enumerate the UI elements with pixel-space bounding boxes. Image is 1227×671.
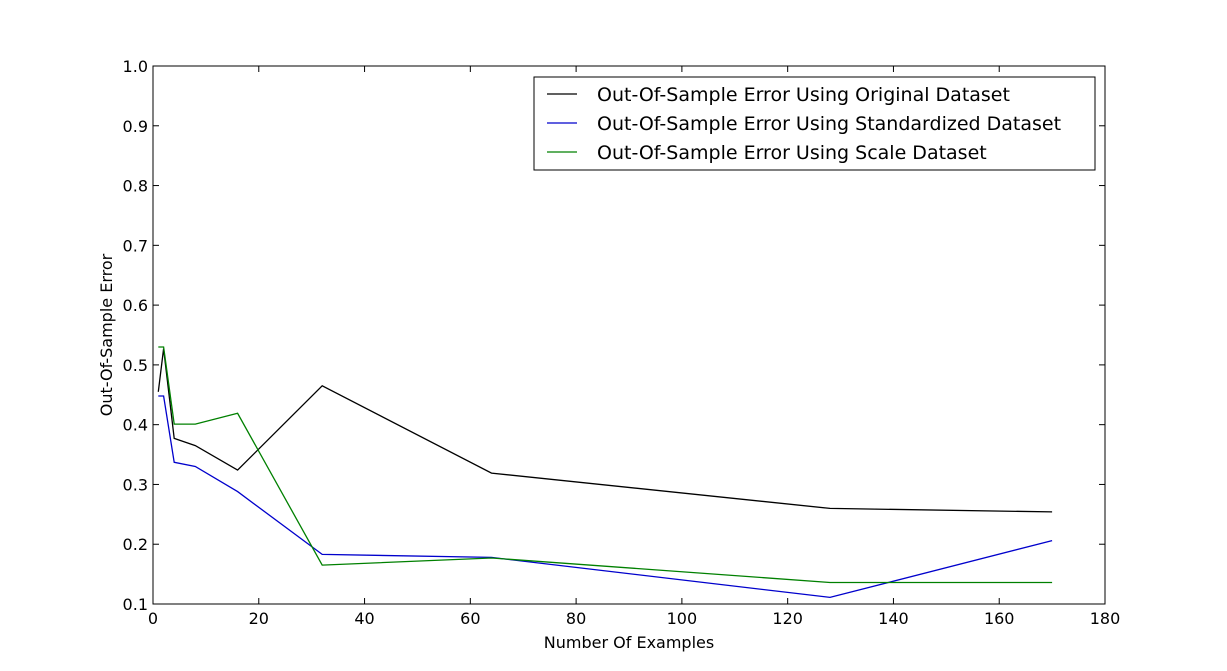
x-tick-label: 140 [878, 609, 909, 628]
x-tick-label: 20 [249, 609, 269, 628]
x-axis-label: Number Of Examples [544, 633, 714, 652]
y-tick-label: 0.1 [123, 595, 148, 614]
legend-label-2: Out-Of-Sample Error Using Standardized D… [597, 113, 1061, 135]
x-tick-label: 120 [772, 609, 803, 628]
y-tick-label: 0.9 [123, 117, 148, 136]
y-axis-label: Out-Of-Sample Error [97, 253, 116, 416]
legend-box [533, 76, 1096, 171]
plot-frame [152, 65, 1106, 605]
series-line-1 [157, 348, 1053, 513]
y-tick-label: 0.7 [123, 236, 148, 255]
y-tick-label: 0.6 [123, 296, 148, 315]
x-tick-label: 180 [1090, 609, 1121, 628]
axis-ticks [152, 65, 1106, 605]
y-tick-label: 0.8 [123, 177, 148, 196]
y-tick-label: 0.3 [123, 475, 148, 494]
x-tick-label: 0 [148, 609, 158, 628]
series-line-2 [158, 395, 1053, 599]
y-tick-label: 0.2 [123, 535, 148, 554]
axis-tick-labels: 0 20 40 60 80 100 120 140 160 180 0.1 0.2 0.3 0.4 0.5 0… [123, 57, 1121, 628]
x-tick-label: 80 [566, 609, 586, 628]
y-tick-label: 0.5 [123, 356, 148, 375]
legend-label-3: Out-Of-Sample Error Using Scale Dataset [597, 142, 987, 164]
x-tick-label: 160 [984, 609, 1015, 628]
x-tick-label: 100 [667, 609, 698, 628]
legend-label-1: Out-Of-Sample Error Using Original Datas… [597, 84, 1010, 106]
x-tick-label: 40 [354, 609, 374, 628]
series-lines [157, 346, 1053, 599]
legend: Out-Of-Sample Error Using Original Datas… [533, 76, 1096, 171]
y-tick-label: 0.4 [123, 416, 148, 435]
x-tick-label: 60 [460, 609, 480, 628]
series-line-3 [158, 346, 1053, 584]
y-tick-label: 1.0 [123, 57, 148, 76]
